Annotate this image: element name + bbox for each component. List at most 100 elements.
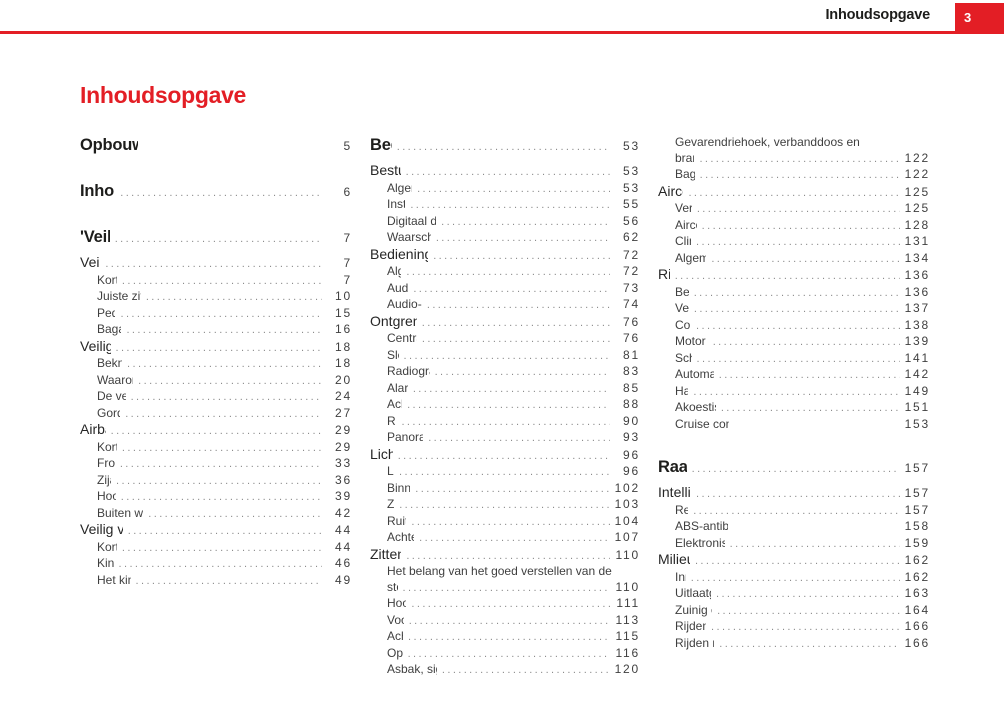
dot-leader: ........................................… (719, 637, 900, 650)
toc-entry-item: Het kinderzitje bevestigen..............… (80, 573, 352, 590)
dot-leader: ........................................… (138, 374, 322, 387)
toc-page-number: 72 (623, 264, 640, 278)
toc-entry-item: Contactslot.............................… (658, 318, 930, 335)
toc-entry-label: Korte inleiding (97, 439, 117, 454)
dot-leader: ........................................… (718, 369, 900, 381)
toc-entry-item: Inrijden................................… (658, 570, 930, 587)
dot-leader: ........................................… (688, 186, 900, 199)
dot-leader: ........................................… (435, 232, 610, 244)
toc-entry-row: Korte inleiding.........................… (97, 440, 352, 457)
dot-leader: ........................................… (130, 391, 322, 403)
dot-leader: ........................................… (699, 152, 900, 165)
toc-entry-row: Besturing...............................… (675, 285, 930, 302)
dot-leader: ........................................… (428, 432, 610, 444)
toc-entry-row: Raad en daad............................… (658, 457, 930, 479)
toc-entry-item: Buiten werking stellen van de airbags*..… (80, 506, 352, 523)
toc-entry-label: Raad en daad (658, 458, 687, 476)
toc-entry-label: Het kinderzitje bevestigen (97, 572, 131, 587)
toc-entry-label: Opbergvak (387, 645, 403, 660)
toc-entry-row: Schakelbak..............................… (675, 351, 930, 368)
toc-entry-item: Korte inleiding.........................… (80, 273, 352, 290)
toc-entry-item: Centrale vergrendeling..................… (370, 331, 640, 348)
dot-leader: ........................................… (148, 507, 322, 520)
toc-entry-label: Juiste zithouding van de inzittenden (97, 289, 141, 303)
toc-entry-label: Remmen (675, 502, 689, 517)
toc-entry-row: Waarom veiligheidsgordels?..............… (97, 373, 352, 390)
toc-entry-item: Automatische versnellingsbak*...........… (658, 367, 930, 384)
toc-page-number: 134 (904, 250, 930, 265)
toc-entry-label: Automatische versnellingsbak* (675, 367, 714, 381)
dot-leader: ........................................… (694, 555, 900, 567)
toc-entry-major: Opbouw van dit instructieboekje.........… (80, 135, 352, 157)
toc-page-number: 15 (335, 305, 352, 320)
toc-entry-row: Algemeen schema.........................… (387, 181, 640, 198)
toc-page-number: 49 (335, 572, 352, 587)
toc-entry-item: Akoestisch parkeerhulpsysteem*..........… (658, 400, 930, 417)
dot-leader: ........................................… (127, 358, 322, 370)
toc-page-number: 74 (623, 297, 640, 311)
toc-entry-item: Sleutels................................… (370, 348, 640, 365)
toc-entry-row: Rijden..................................… (658, 267, 930, 285)
toc-entry-section: Veilig rijden...........................… (80, 255, 352, 273)
toc-entry-label: Akoestisch parkeerhulpsysteem* (675, 400, 716, 414)
toc-entry-label: Bediening (370, 136, 392, 154)
toc-entry-item: Audiobediening..........................… (370, 281, 640, 298)
toc-entry-row: Korte inleiding.........................… (97, 273, 352, 290)
toc-page-number: 83 (623, 364, 640, 378)
toc-page-number: 6 (343, 185, 352, 199)
toc-entry-label: Beknopte inleiding (97, 356, 123, 370)
toc-page-number: 122 (904, 150, 930, 165)
dot-leader: ........................................… (419, 532, 610, 544)
toc-entry-row: Buiten werking stellen van de airbags*..… (97, 506, 352, 523)
toc-entry-label: Besturing (675, 284, 689, 299)
toc-entry-row: Centrale vergrendeling..................… (387, 331, 640, 348)
toc-page-number: 62 (623, 230, 640, 244)
dot-leader: ........................................… (413, 282, 610, 295)
toc-page-number: 107 (614, 530, 640, 544)
toc-entry-item: Beknopte inleiding......................… (80, 356, 352, 373)
toc-entry-label: Ontgrendelen en vergrendelen (370, 313, 417, 329)
toc-entry-item: Digitaal display in het instrumentenpane… (370, 214, 640, 231)
toc-entry-label: Veilig rijden (80, 255, 100, 270)
dot-leader: ........................................… (105, 258, 322, 270)
toc-page-number: 96 (623, 447, 640, 462)
toc-entry-item: Kinderzitjes............................… (80, 556, 352, 573)
toc-entry-row: Handrem.................................… (675, 384, 930, 401)
toc-entry-row: Rijden met een aanhangwagen.............… (675, 636, 930, 653)
toc-entry-row: Audio- + Telefoonbediening..............… (387, 297, 640, 314)
toc-entry-row: Binnenverlichting.......................… (387, 481, 640, 498)
dot-leader: ........................................… (696, 203, 900, 215)
toc-entry-label: Inrijden (675, 569, 686, 584)
toc-entry-label: Frontairbags (97, 456, 115, 470)
toc-entry-row: Waarschuwings- en controlelampjes.......… (387, 230, 640, 247)
toc-entry-item: Achteruitkijkspiegels...................… (370, 530, 640, 547)
toc-entry-row: Hoofdsteunen............................… (387, 596, 640, 613)
toc-entry-section: Bestuurdersruimte.......................… (370, 163, 640, 181)
toc-column-2: Bediening...............................… (370, 135, 640, 679)
toc-entry-row: Pedaalbereik............................… (97, 306, 352, 323)
toc-page-number: 56 (623, 213, 640, 228)
toc-page-number: 157 (904, 486, 930, 500)
toc-entry-label: Panoramisch dak kanteldak* (387, 430, 424, 444)
toc-entry-row: Het kinderzitje bevestigen..............… (97, 573, 352, 590)
toc-entry-row: Panoramisch dak kanteldak*..............… (387, 430, 640, 447)
toc-entry-label: Hoofdsteunen (387, 596, 407, 610)
dot-leader: ........................................… (699, 169, 900, 181)
dot-leader: ........................................… (417, 182, 610, 195)
toc-entry-row: Gordelspanners*.........................… (97, 406, 352, 423)
toc-page-number: 116 (615, 645, 640, 660)
toc-entry-section: Airconditioning.........................… (658, 184, 930, 202)
toc-entry-label: Korte inleiding (97, 272, 117, 287)
toc-entry-label: Veilig vervoer van kinderen (80, 522, 123, 537)
toc-entry-row: Sleutels................................… (387, 348, 640, 365)
toc-entry-label: Pedaalbereik (97, 305, 116, 320)
toc-page-number: 53 (623, 139, 640, 153)
toc-entry-row: Bediening...............................… (370, 135, 640, 157)
toc-page-number: 53 (623, 164, 640, 178)
toc-page-number: 120 (614, 662, 640, 676)
toc-entry-label: Algemeen schema (387, 180, 412, 195)
dot-leader: ........................................… (397, 449, 610, 462)
dot-leader: ........................................… (693, 303, 900, 315)
page-header: Inhoudsopgave 3 (0, 0, 1004, 34)
toc-entry-row: Akoestisch parkeerhulpsysteem*..........… (675, 400, 930, 417)
